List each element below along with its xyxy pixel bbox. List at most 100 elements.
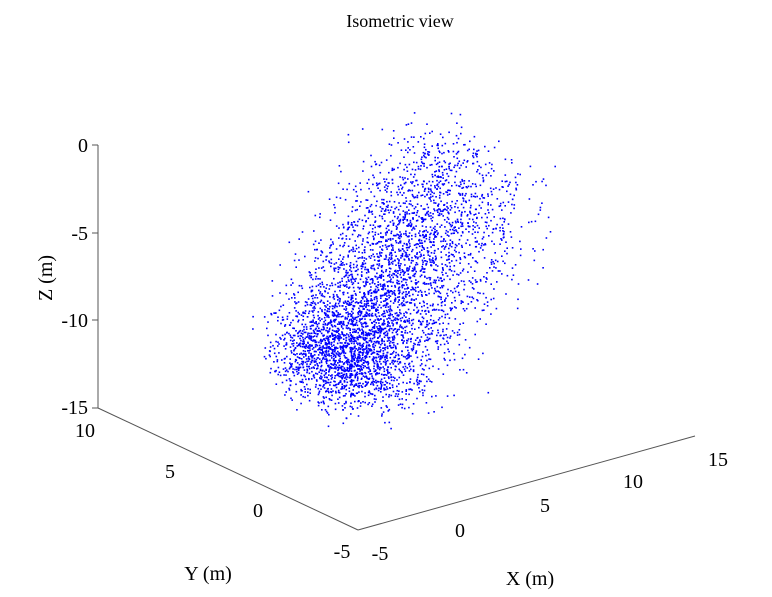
scatter-point bbox=[335, 262, 338, 264]
scatter-point bbox=[358, 218, 361, 221]
scatter-point bbox=[420, 336, 423, 338]
scatter-point bbox=[324, 290, 327, 293]
scatter-point bbox=[394, 286, 397, 288]
scatter-point bbox=[444, 316, 446, 319]
scatter-point bbox=[381, 415, 383, 417]
scatter-point bbox=[389, 239, 392, 241]
scatter-point bbox=[385, 362, 387, 365]
scatter-point bbox=[407, 246, 409, 249]
scatter-point bbox=[411, 389, 413, 391]
scatter-point bbox=[350, 347, 352, 349]
scatter-point bbox=[289, 334, 292, 337]
scatter-point bbox=[471, 287, 474, 289]
scatter-point bbox=[505, 241, 507, 243]
scatter-point bbox=[411, 234, 413, 237]
scatter-point bbox=[388, 262, 390, 264]
scatter-point bbox=[472, 225, 474, 227]
scatter-point bbox=[315, 372, 317, 375]
scatter-point bbox=[392, 324, 394, 327]
scatter-point bbox=[310, 337, 313, 339]
scatter-point bbox=[325, 287, 327, 290]
scatter-point bbox=[361, 390, 363, 393]
scatter-point bbox=[343, 373, 346, 376]
scatter-point bbox=[355, 331, 357, 333]
scatter-point bbox=[411, 182, 413, 185]
scatter-point bbox=[352, 250, 354, 253]
scatter-point bbox=[490, 263, 493, 265]
scatter-point bbox=[443, 238, 445, 240]
scatter-point bbox=[342, 375, 344, 378]
scatter-point bbox=[474, 231, 476, 233]
scatter-point bbox=[301, 231, 304, 233]
scatter-point bbox=[324, 312, 326, 315]
scatter-point bbox=[460, 218, 462, 221]
scatter-point bbox=[338, 353, 341, 355]
scatter-point bbox=[420, 161, 423, 163]
scatter-point bbox=[292, 368, 294, 370]
scatter-point bbox=[343, 403, 346, 405]
scatter-point bbox=[387, 366, 390, 368]
scatter-point bbox=[415, 270, 417, 273]
scatter-point bbox=[389, 276, 391, 278]
scatter-point bbox=[357, 220, 359, 223]
scatter-point bbox=[375, 322, 378, 324]
scatter-point bbox=[367, 293, 370, 296]
scatter-point bbox=[453, 166, 455, 169]
scatter-point bbox=[462, 308, 465, 310]
scatter-point bbox=[484, 243, 487, 246]
scatter-point bbox=[311, 357, 313, 359]
scatter-point bbox=[376, 318, 379, 320]
scatter-point bbox=[307, 341, 309, 344]
scatter-point bbox=[397, 242, 400, 244]
scatter-point bbox=[419, 339, 421, 341]
scatter-point bbox=[384, 323, 386, 325]
scatter-point bbox=[516, 307, 519, 310]
scatter-point bbox=[307, 342, 309, 345]
scatter-point bbox=[344, 341, 347, 344]
scatter-point bbox=[462, 368, 465, 371]
scatter-point bbox=[322, 384, 325, 387]
scatter-point bbox=[469, 225, 471, 228]
scatter-point bbox=[441, 285, 443, 287]
scatter-point bbox=[416, 203, 419, 205]
scatter-point bbox=[489, 267, 491, 269]
scatter-point bbox=[434, 282, 437, 284]
scatter-point bbox=[391, 293, 394, 295]
scatter-point bbox=[387, 372, 389, 374]
scatter-point bbox=[507, 185, 509, 187]
scatter-point bbox=[516, 184, 519, 186]
scatter-point bbox=[273, 347, 276, 350]
scatter-point bbox=[347, 223, 349, 225]
scatter-point bbox=[354, 209, 357, 212]
scatter-point bbox=[308, 271, 311, 273]
scatter-point bbox=[330, 324, 333, 326]
scatter-point bbox=[448, 251, 450, 254]
scatter-point bbox=[426, 203, 428, 206]
scatter-point bbox=[457, 274, 460, 276]
scatter-point bbox=[386, 281, 389, 283]
scatter-point bbox=[479, 292, 481, 295]
scatter-point bbox=[319, 346, 322, 349]
scatter-point bbox=[490, 259, 493, 261]
scatter-point bbox=[419, 255, 421, 258]
scatter-point bbox=[398, 390, 400, 392]
scatter-point bbox=[408, 354, 410, 356]
scatter-point bbox=[302, 342, 305, 345]
scatter-point bbox=[401, 350, 403, 352]
scatter-point bbox=[465, 166, 467, 168]
scatter-point bbox=[458, 185, 460, 187]
scatter-point bbox=[389, 209, 392, 212]
scatter-point bbox=[473, 270, 476, 272]
scatter-point bbox=[381, 249, 384, 251]
scatter-point bbox=[357, 355, 359, 358]
scatter-point bbox=[350, 315, 352, 317]
scatter-point bbox=[372, 326, 375, 329]
scatter-point bbox=[389, 307, 392, 309]
scatter-point bbox=[373, 340, 376, 343]
scatter-point bbox=[465, 307, 468, 310]
scatter-point bbox=[397, 223, 399, 226]
scatter-point bbox=[426, 250, 429, 252]
scatter-point bbox=[421, 305, 423, 308]
scatter-point bbox=[411, 205, 414, 207]
scatter-point bbox=[350, 333, 352, 336]
